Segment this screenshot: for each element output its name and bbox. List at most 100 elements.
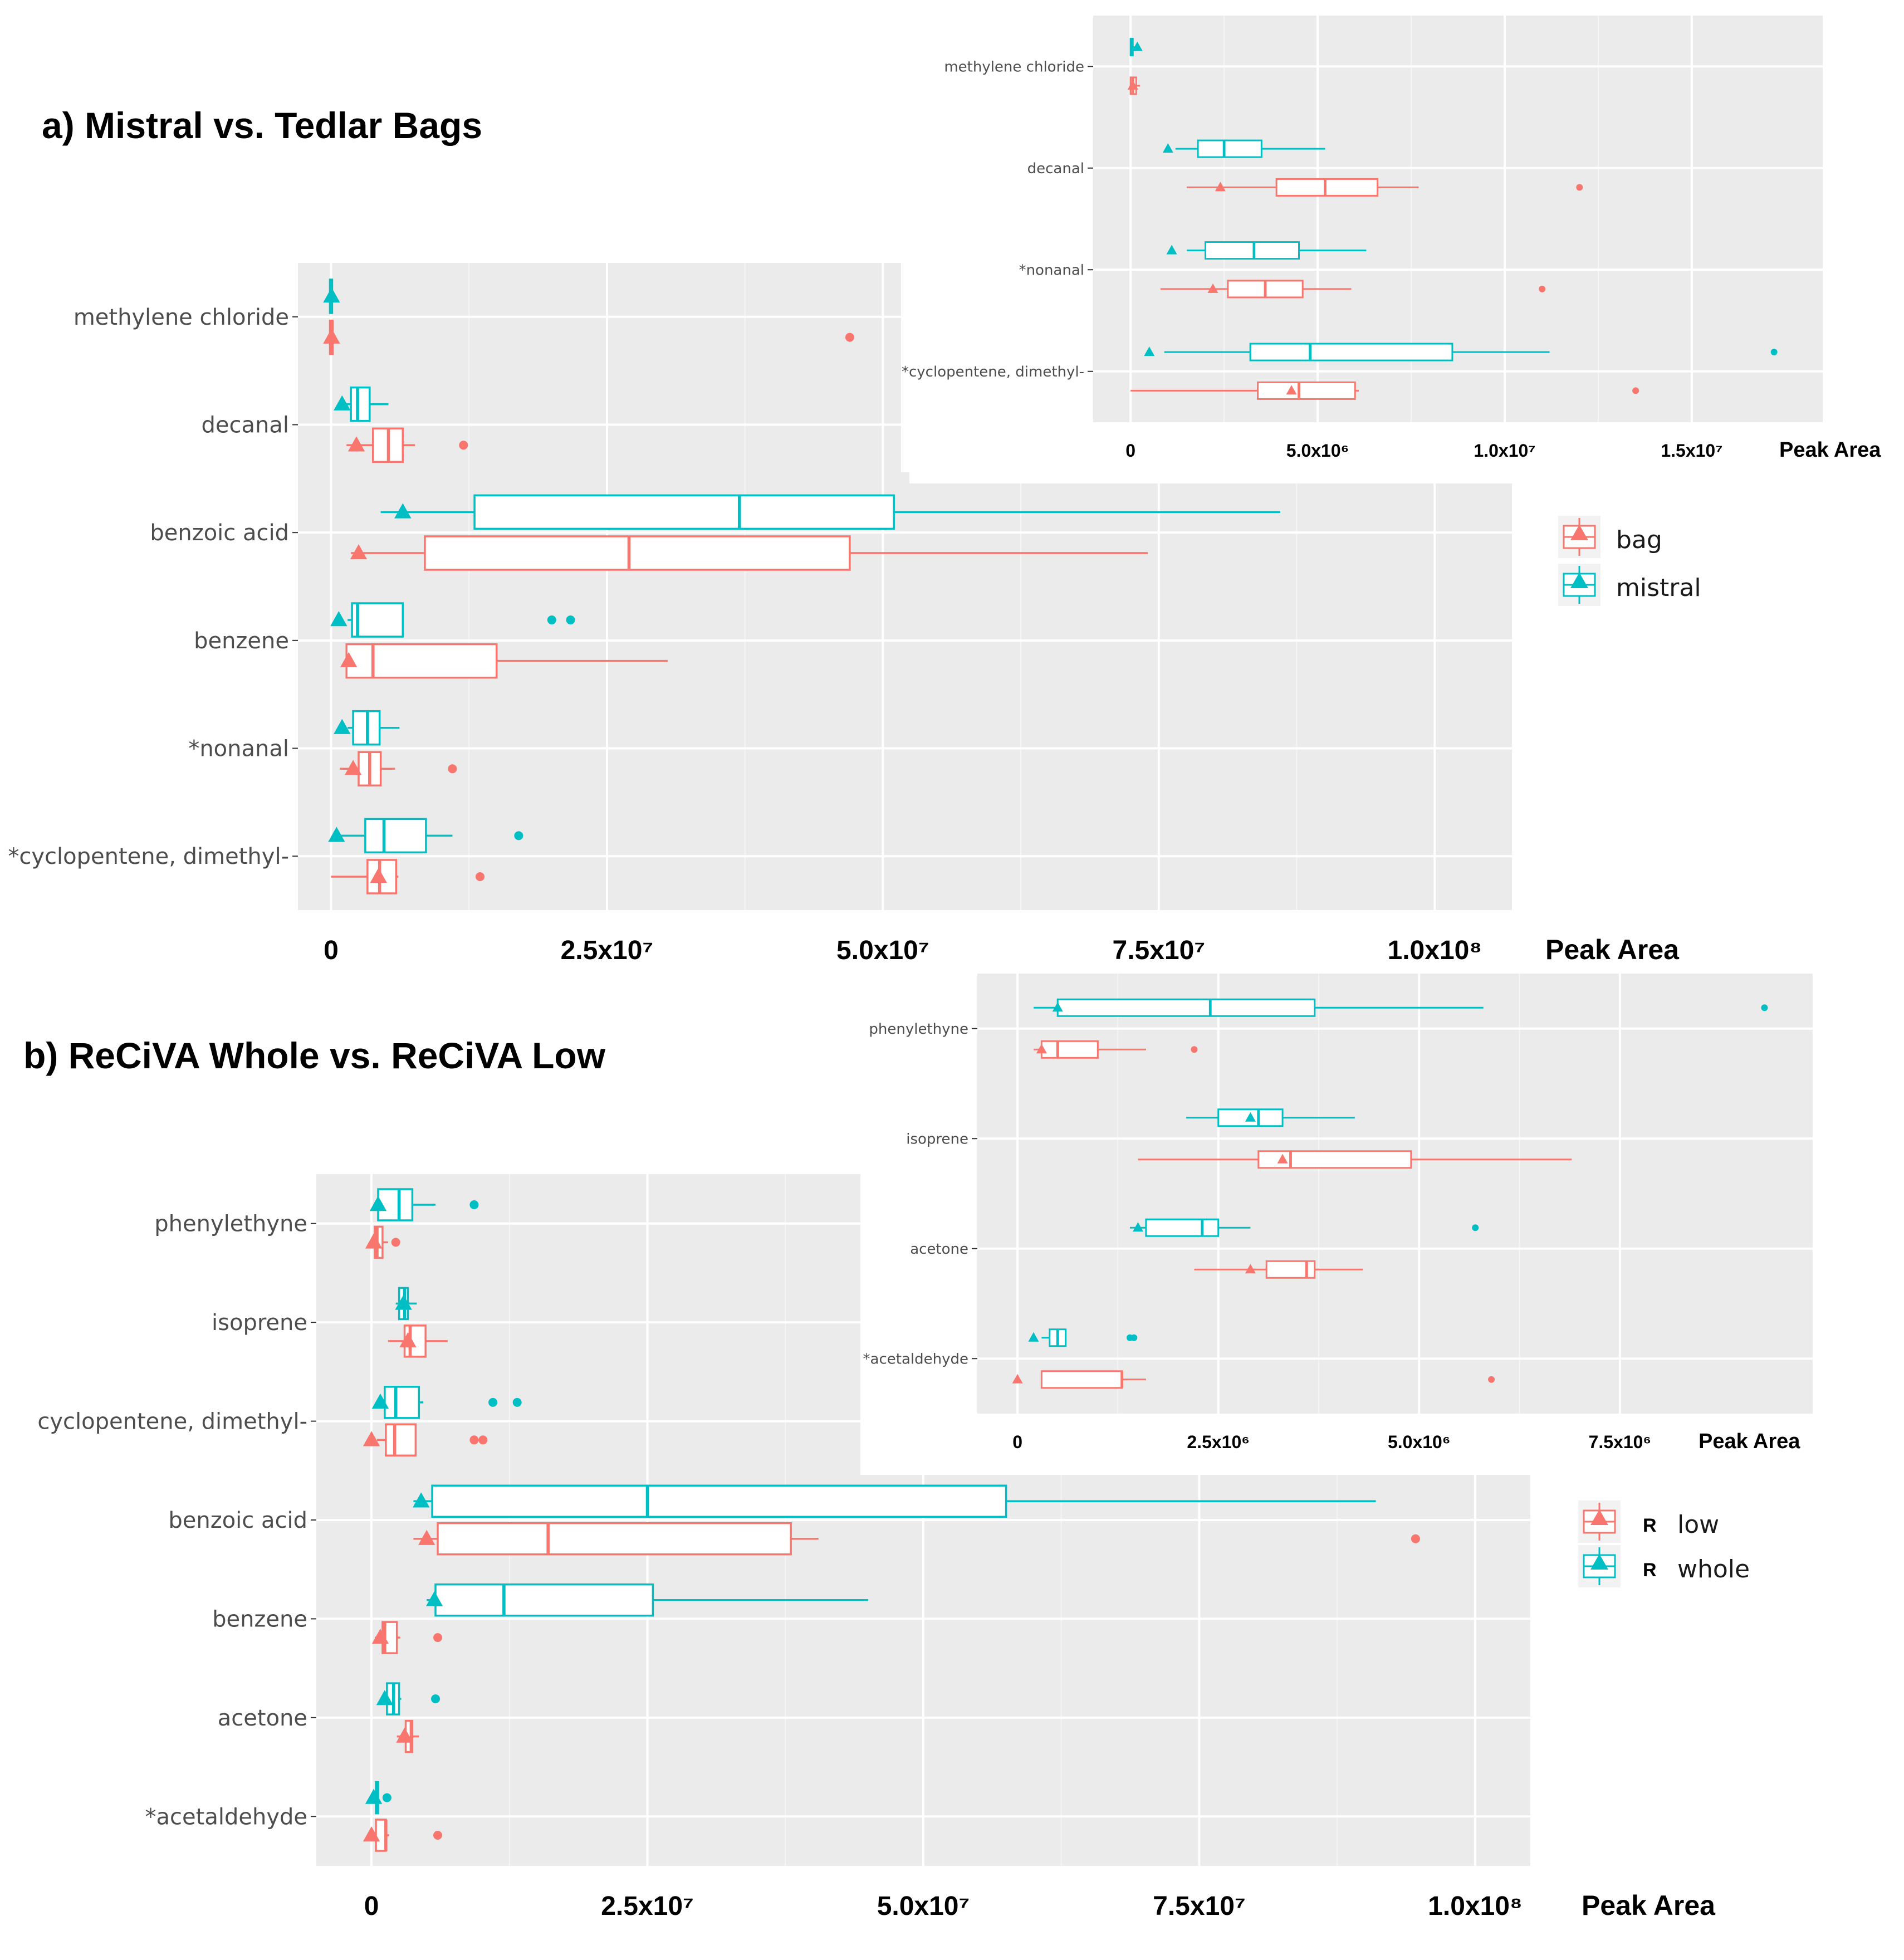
y-tick-label: *acetaldehyde bbox=[145, 1804, 307, 1830]
box-bag-0 bbox=[323, 319, 854, 355]
box-mistral-1 bbox=[334, 386, 389, 422]
legend-label-low: low bbox=[1677, 1511, 1719, 1539]
x-tick-label: 2.5x10⁶ bbox=[1187, 1432, 1250, 1452]
mean-marker bbox=[328, 827, 345, 842]
mean-marker bbox=[371, 1393, 389, 1409]
legend-label-whole: whole bbox=[1677, 1555, 1750, 1583]
mean-marker bbox=[1286, 385, 1297, 395]
mean-marker bbox=[425, 1591, 443, 1606]
box-whole-1 bbox=[395, 1287, 417, 1321]
mean-marker bbox=[418, 1529, 435, 1545]
iqr-box bbox=[437, 1522, 792, 1556]
mean-marker bbox=[1166, 245, 1177, 255]
mean-marker bbox=[334, 395, 351, 410]
outlier-point bbox=[382, 1793, 391, 1802]
outlier-point bbox=[1761, 1004, 1768, 1011]
box-bag-3 bbox=[340, 643, 668, 679]
x-tick-label: 7.5x10⁷ bbox=[1113, 936, 1206, 965]
box-whole-1 bbox=[1186, 1108, 1355, 1127]
mean-marker bbox=[376, 1690, 394, 1705]
x-axis-label: Peak Area bbox=[1779, 438, 1881, 462]
outlier-point bbox=[1576, 184, 1583, 191]
x-tick-label: 5.0x10⁶ bbox=[1388, 1432, 1451, 1452]
mean-marker bbox=[1132, 41, 1143, 51]
box-mistral-4 bbox=[334, 710, 400, 746]
y-tick-label: benzene bbox=[194, 628, 289, 654]
outlier-point bbox=[459, 441, 468, 450]
box-low-2 bbox=[363, 1423, 488, 1457]
box-whole-0 bbox=[369, 1188, 479, 1221]
y-tick-label: *cyclopentene, dimethyl- bbox=[902, 364, 1084, 380]
outlier-point bbox=[488, 1397, 498, 1407]
mean-marker bbox=[1028, 1332, 1039, 1342]
mean-marker bbox=[323, 328, 340, 344]
mean-marker bbox=[344, 760, 362, 775]
y-tick-label: benzoic acid bbox=[168, 1508, 307, 1533]
outlier-point bbox=[469, 1200, 479, 1210]
x-tick-label: 0 bbox=[364, 1891, 379, 1921]
iqr-box bbox=[1257, 381, 1356, 400]
outlier-point bbox=[391, 1238, 400, 1247]
legend-r-whole: R bbox=[1643, 1560, 1657, 1581]
mean-marker bbox=[395, 1294, 412, 1310]
x-tick-label: 1.0x10⁸ bbox=[1388, 936, 1482, 965]
outlier-point bbox=[1472, 1224, 1479, 1231]
box-whole-5 bbox=[376, 1682, 440, 1715]
outlier-point bbox=[845, 333, 854, 342]
box-whole-2 bbox=[371, 1386, 522, 1419]
box-mistral-0 bbox=[323, 278, 340, 314]
x-tick-label: 0 bbox=[1125, 441, 1135, 461]
box-low-6 bbox=[363, 1819, 442, 1852]
mean-marker bbox=[413, 1492, 430, 1508]
box-bag-5 bbox=[331, 859, 484, 895]
x-tick-label: 1.0x10⁸ bbox=[1428, 1891, 1523, 1921]
box-low-5 bbox=[396, 1719, 419, 1753]
y-tick-label: decanal bbox=[1027, 160, 1084, 177]
box-bag-1 bbox=[346, 427, 468, 463]
iqr-box bbox=[377, 1188, 414, 1221]
x-tick-label: 7.5x10⁷ bbox=[1153, 1891, 1246, 1921]
mean-marker bbox=[1245, 1264, 1256, 1274]
x-axis-label: Peak Area bbox=[1699, 1430, 1800, 1453]
outlier-point bbox=[566, 615, 575, 625]
panel-a-title: a) Mistral vs. Tedlar Bags bbox=[42, 105, 482, 146]
x-tick-label: 0 bbox=[324, 936, 339, 965]
outlier-point bbox=[1632, 387, 1639, 394]
outlier-point bbox=[512, 1397, 522, 1407]
chart-b-inset: phenylethyne isoprene acetone *acetaldehyde… bbox=[860, 968, 1852, 1475]
y-tick-label: methylene chloride bbox=[74, 305, 289, 330]
outlier-point bbox=[431, 1694, 440, 1704]
box-whole-0 bbox=[1033, 998, 1768, 1017]
outlier-point bbox=[514, 831, 523, 840]
mean-marker bbox=[399, 1332, 417, 1348]
mean-marker bbox=[1052, 1002, 1063, 1012]
iqr-box bbox=[384, 1386, 420, 1419]
outlier-point bbox=[469, 1435, 479, 1445]
mean-marker bbox=[1215, 182, 1226, 192]
mean-marker bbox=[370, 867, 387, 883]
iqr-box bbox=[351, 602, 404, 638]
y-tick-label: benzoic acid bbox=[150, 520, 289, 546]
box-bag-0 bbox=[1127, 76, 1140, 95]
iqr-box bbox=[431, 1484, 1007, 1518]
mean-marker bbox=[1144, 346, 1155, 356]
mean-marker bbox=[323, 287, 340, 303]
outlier-point bbox=[476, 872, 484, 881]
mean-marker bbox=[394, 503, 412, 519]
iqr-box bbox=[424, 535, 851, 571]
x-tick-label: 1.0x10⁷ bbox=[1474, 441, 1535, 461]
mean-marker bbox=[1207, 283, 1218, 293]
legend-label-bag: bag bbox=[1616, 526, 1662, 554]
mean-marker bbox=[365, 1233, 383, 1249]
outlier-point bbox=[448, 764, 457, 774]
y-tick-label: isoprene bbox=[212, 1310, 307, 1336]
box-mistral-0 bbox=[1129, 38, 1143, 57]
iqr-box bbox=[473, 494, 895, 530]
mean-marker bbox=[363, 1826, 380, 1842]
y-tick-label: isoprene bbox=[906, 1131, 968, 1147]
mean-marker bbox=[350, 544, 368, 560]
mean-marker bbox=[1036, 1044, 1047, 1054]
box-low-1 bbox=[1138, 1150, 1572, 1169]
x-tick-label: 5.0x10⁷ bbox=[877, 1891, 970, 1921]
mean-marker bbox=[1245, 1112, 1256, 1122]
